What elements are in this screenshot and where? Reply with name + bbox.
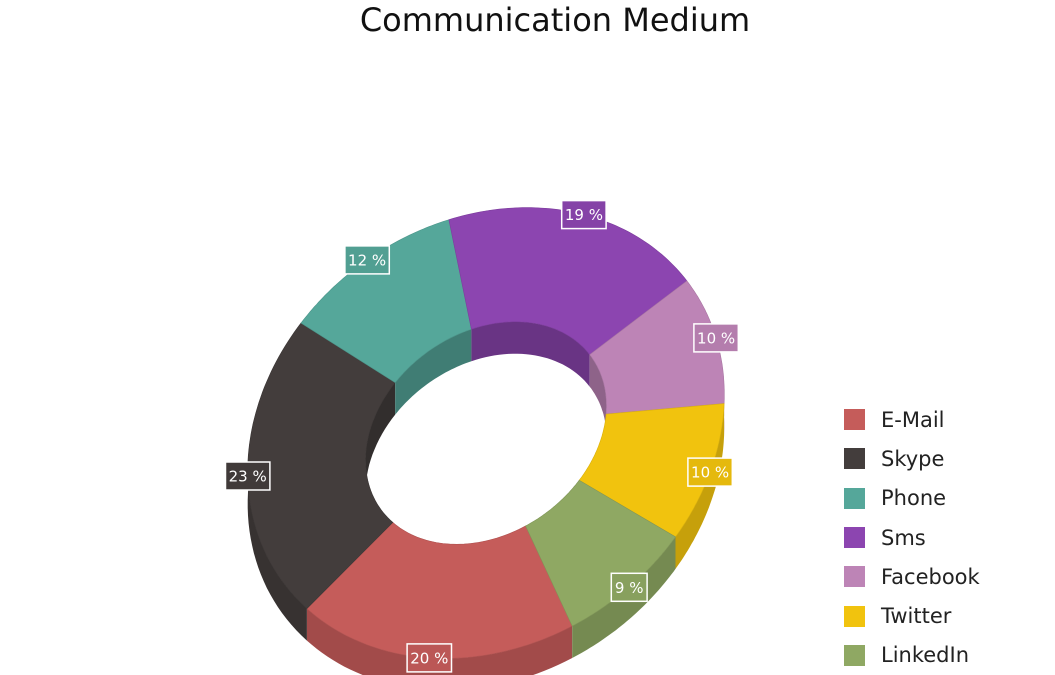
legend-label: Sms [881, 525, 926, 550]
legend-label: E-Mail [881, 407, 945, 432]
legend-swatch [844, 527, 865, 549]
data-label-box [344, 245, 391, 275]
legend-label: Twitter [881, 604, 952, 629]
legend-item[interactable]: Sms [844, 518, 1049, 557]
legend-swatch [844, 644, 865, 666]
legend-swatch [844, 409, 865, 431]
data-label-text: 10 % [697, 329, 735, 347]
legend-label: Skype [881, 446, 945, 471]
data-label-text: 9 % [615, 579, 644, 597]
slice-facebook [589, 280, 725, 415]
slice-phone [300, 219, 472, 383]
data-label: 12 % [344, 245, 391, 275]
data-label-box [693, 323, 740, 353]
legend-item[interactable]: Twitter [844, 596, 1049, 635]
legend-label: Facebook [881, 564, 980, 589]
slice-skype [247, 322, 396, 610]
slice-inner-wall-3 [471, 321, 590, 387]
legend-swatch [844, 487, 865, 509]
legend-label: Phone [881, 486, 947, 511]
data-label: 10 % [687, 457, 734, 487]
data-label: 19 % [560, 199, 607, 230]
data-label-box [610, 572, 648, 603]
data-label-box [687, 457, 734, 487]
data-label-text: 23 % [229, 468, 267, 486]
data-label-text: 12 % [348, 251, 386, 269]
data-label-box [560, 199, 607, 230]
data-label: 23 % [224, 461, 271, 491]
data-label-box [224, 461, 271, 491]
data-label-text: 19 % [565, 206, 603, 224]
legend-swatch [844, 448, 865, 470]
slice-side-5 [675, 403, 725, 569]
data-label: 9 % [610, 572, 648, 603]
legend-item[interactable]: Facebook [844, 557, 1049, 596]
slice-side-0 [306, 608, 573, 675]
data-label: 20 % [406, 643, 453, 673]
chart-title: Communication Medium [359, 1, 751, 39]
legend-item[interactable]: E-Mail [844, 400, 1049, 439]
slice-inner-wall-2 [395, 329, 472, 415]
legend-item[interactable]: LinkedIn [844, 636, 1049, 675]
slice-inner-wall-4 [589, 354, 607, 447]
slice-twitter [578, 403, 725, 538]
legend: E-Mail Skype Phone Sms Facebook Twitter Linked… [844, 400, 1049, 675]
legend-item[interactable]: Skype [844, 439, 1049, 478]
data-label-text: 10 % [691, 464, 729, 482]
slice-linkedin [525, 479, 676, 627]
legend-item[interactable]: Phone [844, 479, 1049, 518]
slice-e-mail [306, 521, 573, 659]
legend-swatch [844, 605, 865, 627]
data-label-text: 20 % [410, 649, 448, 667]
data-label: 10 % [693, 323, 740, 353]
legend-label: LinkedIn [881, 643, 970, 668]
legend-swatch [844, 566, 865, 588]
data-label-box [406, 643, 453, 673]
slice-sms [448, 207, 688, 356]
